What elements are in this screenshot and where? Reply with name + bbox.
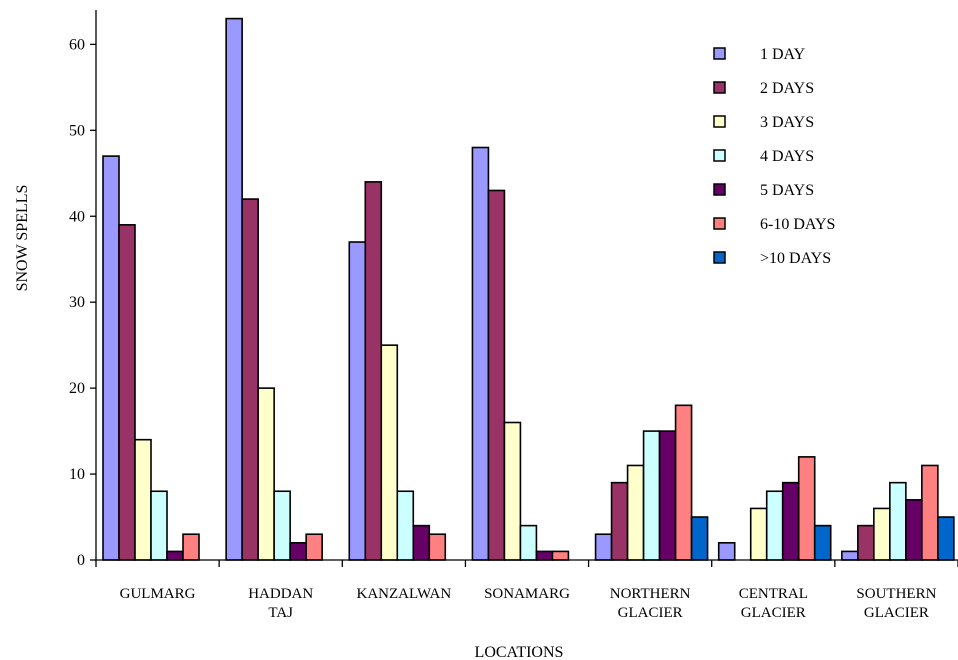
category-label-1-line-1: GULMARG: [120, 586, 196, 602]
bar-3-6: [749, 507, 768, 561]
bar-4-1: [150, 490, 168, 561]
bar-6-5: [674, 404, 693, 561]
bar-4-6: [765, 490, 784, 561]
legend-label-7: >10 DAYS: [760, 250, 831, 267]
axes-group: 0 10 20 30 40 50 60 GULMARG HADDAN TAJ KANZALWAN SO…: [69, 10, 958, 621]
bar-6-4: [551, 550, 570, 561]
bar-6-1: [182, 533, 200, 561]
category-label-3-line-1: KANZALWAN: [357, 586, 452, 602]
bar-4-5: [642, 430, 661, 561]
bar-3-2: [257, 387, 275, 561]
bars-group: [102, 17, 955, 561]
category-label-6-line-1: CENTRAL: [739, 586, 808, 602]
legend-swatch-5: [713, 183, 726, 196]
bar-3-3: [380, 344, 399, 561]
bar-6-6: [797, 456, 816, 561]
category-label-6-line-2: GLACIER: [741, 605, 806, 621]
x-axis-title: LOCATIONS: [475, 644, 564, 660]
bar-4-2: [273, 490, 291, 561]
bar-2-3: [364, 181, 383, 561]
bar-1-1: [102, 155, 120, 561]
legend-swatch-1: [713, 47, 726, 60]
bar-2-7: [857, 524, 875, 561]
category-label-5-line-1: NORTHERN: [610, 586, 691, 602]
legend-label-4: 4 DAYS: [760, 148, 814, 165]
bar-6-3: [428, 533, 447, 561]
y-tick-label-60: 60: [69, 36, 85, 53]
bar-3-4: [503, 421, 522, 561]
legend-swatch-4: [713, 149, 726, 162]
y-axis-title: SNOW SPELLS: [14, 185, 31, 292]
y-tick-label-50: 50: [69, 122, 85, 139]
bar-7-5: [690, 516, 709, 561]
legend-label-3: 3 DAYS: [760, 114, 814, 131]
bar-1-3: [348, 241, 367, 561]
legend-swatch-6: [713, 217, 726, 230]
bar-5-1: [166, 550, 184, 561]
bar-2-1: [118, 224, 136, 561]
bar-3-7: [873, 507, 891, 561]
bar-5-7: [905, 499, 923, 561]
bar-3-5: [626, 464, 645, 561]
bar-2-5: [610, 481, 629, 561]
legend-swatch-3: [713, 115, 726, 128]
bar-7-6: [813, 524, 832, 561]
y-tick-label-0: 0: [77, 552, 85, 569]
bar-3-1: [134, 438, 152, 561]
bar-5-6: [781, 481, 800, 561]
category-label-4-line-1: SONAMARG: [484, 586, 570, 602]
category-label-5-line-2: GLACIER: [618, 605, 683, 621]
bar-5-5: [658, 430, 677, 561]
legend-swatch-7: [713, 251, 726, 264]
legend: 1 DAY 2 DAYS 3 DAYS 4 DAYS 5 DAYS 6-10 DAYS >1…: [713, 46, 835, 267]
legend-label-5: 5 DAYS: [760, 182, 814, 199]
category-label-2-line-2: TAJ: [268, 605, 293, 621]
bar-4-7: [889, 481, 907, 561]
legend-label-2: 2 DAYS: [760, 80, 814, 97]
legend-swatch-2: [713, 81, 726, 94]
bar-1-4: [471, 146, 490, 561]
y-tick-label-20: 20: [69, 380, 85, 397]
bar-4-4: [519, 524, 538, 561]
bar-2-4: [487, 189, 506, 561]
bar-1-5: [594, 533, 613, 561]
y-tick-label-30: 30: [69, 294, 85, 311]
bar-6-2: [305, 533, 323, 561]
legend-label-1: 1 DAY: [760, 46, 806, 63]
bar-5-2: [289, 542, 307, 561]
bar-5-4: [535, 550, 554, 561]
category-label-7-line-1: SOUTHERN: [856, 586, 936, 602]
bar-1-6: [717, 542, 736, 561]
bar-1-7: [841, 550, 859, 561]
bar-7-7: [937, 516, 955, 561]
bar-5-3: [412, 524, 431, 561]
bar-6-7: [921, 464, 939, 561]
category-label-2-line-1: HADDAN: [248, 586, 313, 602]
bar-4-3: [396, 490, 415, 561]
legend-label-6: 6-10 DAYS: [760, 216, 835, 233]
y-tick-label-10: 10: [69, 466, 85, 483]
y-tick-label-40: 40: [69, 208, 85, 225]
category-label-7-line-2: GLACIER: [864, 605, 929, 621]
bar-2-2: [241, 198, 259, 561]
bar-1-2: [225, 17, 243, 561]
